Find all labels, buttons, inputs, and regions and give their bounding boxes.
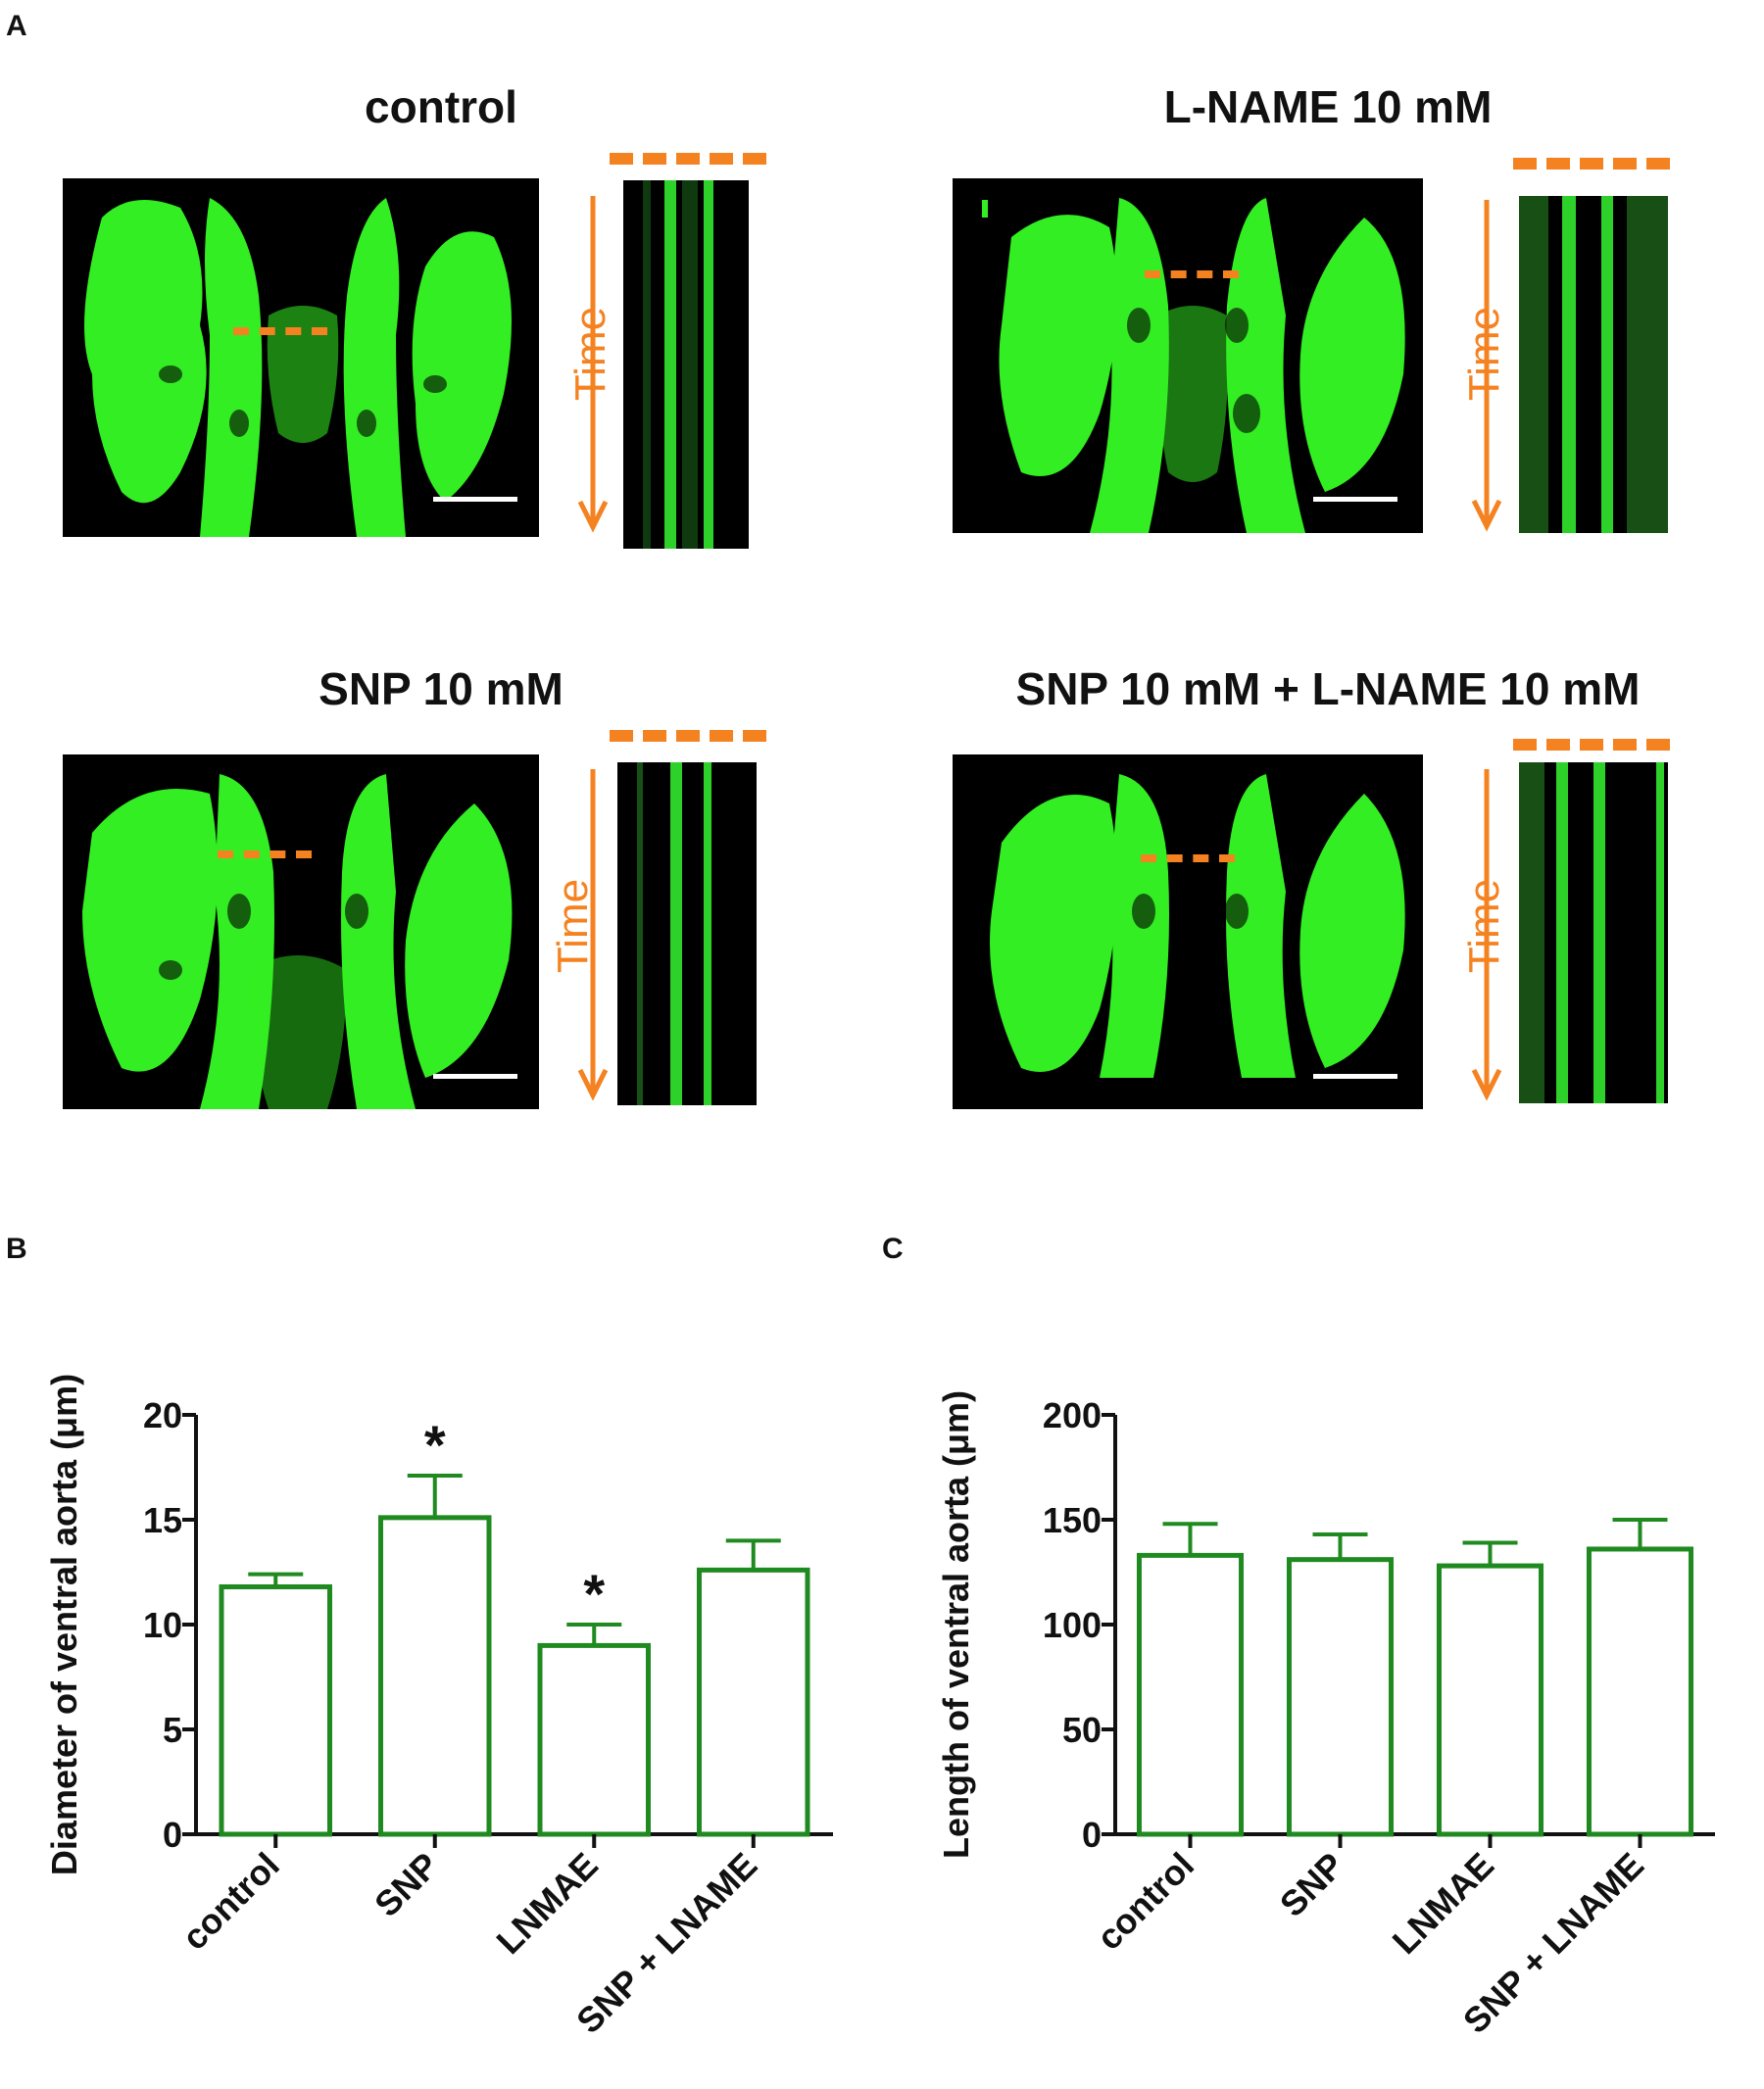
micrograph-lname — [953, 178, 1423, 533]
micrograph-snp — [63, 754, 539, 1109]
time-arrow-control — [577, 196, 609, 533]
category-label: control — [1089, 1845, 1201, 1958]
y-axis-label: Diameter of ventral aorta (μm) — [44, 1374, 84, 1875]
y-tick-label: 20 — [143, 1395, 182, 1435]
time-arrow-snp — [577, 769, 609, 1101]
kymograph-lname — [1519, 196, 1668, 533]
bar — [1586, 1546, 1694, 1837]
chart-diameter: 0 5 10 15 20 Diameter of ventral aorta (μm) co… — [44, 1374, 833, 2041]
time-arrow-snp-lname — [1471, 769, 1502, 1101]
bar — [1286, 1557, 1395, 1837]
y-tick-label: 10 — [143, 1605, 182, 1645]
scale-bar-snp-lname — [1313, 1074, 1397, 1079]
image-title-snp: SNP 10 mM — [318, 663, 564, 714]
measurement-line-snp — [218, 850, 312, 858]
y-axis-label: Length of ventral aorta (μm) — [936, 1390, 976, 1859]
category-label: SNP — [367, 1845, 446, 1924]
y-tick-label: 50 — [1062, 1710, 1102, 1750]
bar — [219, 1583, 332, 1837]
y-tick-label: 100 — [1043, 1605, 1102, 1645]
panel-letter-b: B — [6, 1233, 27, 1265]
category-label: control — [174, 1845, 287, 1958]
measurement-line-snp-lname — [1141, 854, 1235, 862]
y-tick-label: 15 — [143, 1500, 182, 1540]
kymograph-line-lname — [1513, 158, 1670, 170]
image-title-lname: L-NAME 10 mM — [1163, 81, 1493, 132]
y-tick-label: 200 — [1043, 1395, 1102, 1435]
category-label: LNMAE — [488, 1845, 606, 1963]
significance-marker: * — [424, 1414, 446, 1476]
kymograph-snp — [617, 762, 757, 1105]
image-title-control: control — [365, 81, 517, 132]
y-tick-label: 5 — [163, 1710, 182, 1750]
significance-marker: * — [583, 1563, 605, 1625]
kymograph-line-snp-lname — [1513, 739, 1670, 751]
bar — [378, 1515, 492, 1837]
y-tick-label: 150 — [1043, 1500, 1102, 1540]
measurement-line-control — [233, 327, 327, 335]
kymograph-line-control — [610, 153, 766, 165]
kymograph-line-snp — [610, 730, 766, 742]
scale-bar-lname — [1313, 497, 1397, 502]
bar — [1436, 1563, 1544, 1837]
y-tick-label: 0 — [163, 1815, 182, 1855]
kymograph-control — [623, 180, 749, 549]
bar — [1136, 1552, 1245, 1837]
category-label: SNP — [1272, 1845, 1351, 1924]
chart-length: 0 50 100 150 200 Length of ventral aorta (μm)… — [936, 1390, 1715, 2041]
bar — [697, 1567, 810, 1837]
measurement-line-lname — [1145, 270, 1239, 278]
category-label: LNMAE — [1385, 1845, 1502, 1963]
bar — [537, 1642, 651, 1837]
scale-bar-control — [433, 497, 517, 502]
micrograph-control — [63, 178, 539, 537]
scale-bar-snp — [433, 1074, 517, 1079]
time-arrow-lname — [1471, 200, 1502, 532]
kymograph-snp-lname — [1519, 762, 1668, 1103]
y-tick-label: 0 — [1082, 1815, 1102, 1855]
micrograph-snp-lname — [953, 754, 1423, 1109]
panel-letter-a: A — [6, 10, 27, 42]
image-title-snp-lname: SNP 10 mM + L-NAME 10 mM — [1015, 663, 1641, 714]
panel-letter-c: C — [882, 1233, 904, 1265]
